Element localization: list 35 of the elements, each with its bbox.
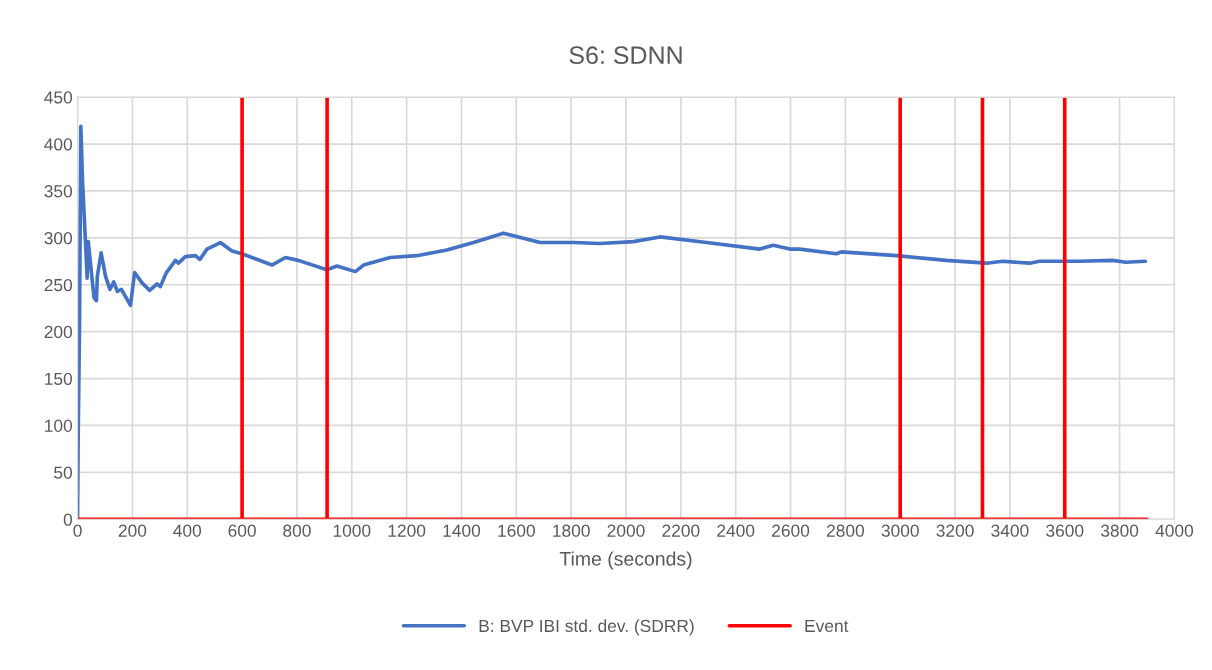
y-tick-label: 450: [44, 91, 73, 104]
y-tick-label: 100: [45, 419, 73, 432]
x-tick-label: 600: [228, 524, 256, 537]
x-tick-label: 400: [173, 524, 202, 537]
x-tick-label: 0: [73, 524, 82, 537]
x-tick-label: 4000: [1155, 524, 1194, 537]
x-tick-label: 3600: [1046, 524, 1084, 537]
x-tick-label: 1200: [388, 524, 426, 537]
y-tick-label: 300: [44, 232, 73, 245]
x-tick-label: 1400: [443, 524, 481, 537]
x-tick-label: 800: [283, 524, 311, 537]
x-tick-label: 2000: [607, 524, 645, 537]
x-tick-label: 2800: [826, 524, 864, 537]
x-tick-label: 3800: [1100, 524, 1139, 537]
y-tick-label: 150: [45, 372, 73, 386]
chart-title: S6: SDNN: [569, 46, 682, 65]
x-tick-label: 200: [118, 524, 147, 537]
x-tick-label: 1600: [498, 524, 535, 537]
x-tick-label: 1000: [333, 524, 371, 537]
y-tick-label: 250: [44, 278, 73, 292]
y-tick-label: 200: [44, 325, 73, 339]
x-tick-label: 3400: [991, 524, 1029, 537]
x-axis-title: Time (seconds): [559, 551, 692, 570]
x-tick-label: 2200: [662, 524, 700, 537]
y-tick-label: 350: [44, 185, 73, 198]
x-tick-label: 3200: [936, 524, 974, 537]
y-tick-label: 0: [63, 513, 73, 526]
y-tick-label: 50: [54, 466, 73, 479]
legend-label: Event: [805, 619, 849, 633]
x-tick-label: 2600: [772, 524, 810, 537]
legend-label: B: BVP IBI std. dev. (SDRR): [479, 619, 694, 636]
y-tick-label: 400: [44, 138, 73, 151]
x-tick-label: 1800: [553, 524, 590, 537]
x-tick-label: 3000: [881, 524, 919, 537]
x-tick-label: 2400: [717, 524, 755, 537]
